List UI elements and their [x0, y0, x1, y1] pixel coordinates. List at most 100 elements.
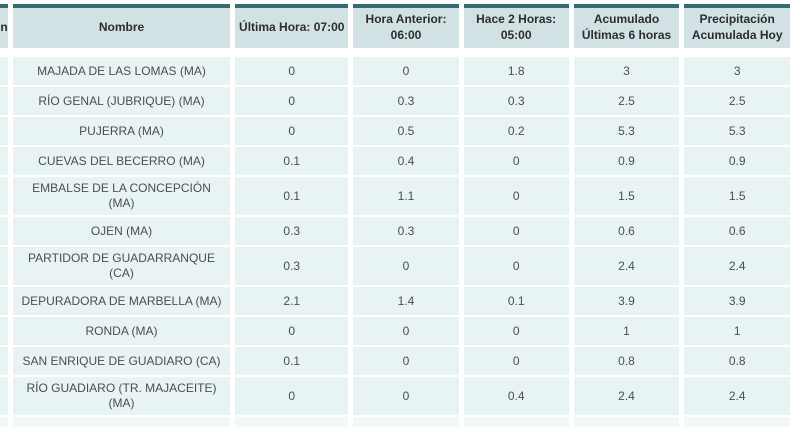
table-row: PUJERRA (MA) 0 0.5 0.2 5.3 5.3: [0, 117, 790, 145]
header-cell-hora-anterior: Hora Anterior: 06:00: [353, 4, 459, 48]
value-cell-hora-anterior: 0.3: [353, 87, 459, 115]
station-code-cell-clipped: [0, 177, 8, 215]
partial-cell: [0, 417, 8, 427]
value-cell-acumulado-6h: 3.9: [573, 287, 680, 315]
value-cell-acumulado-6h: 5.3: [573, 117, 680, 145]
value-cell-hace-2-horas: 0: [463, 147, 569, 175]
header-cell-nombre: Nombre: [12, 4, 231, 48]
value-cell-acumulada-hoy: 3.9: [684, 287, 790, 315]
header-cell-acumulado-6h: Acumulado Últimas 6 horas: [573, 4, 680, 48]
value-cell-acumulada-hoy: 5.3: [684, 117, 790, 145]
station-name-cell: CUEVAS DEL BECERRO (MA): [12, 147, 231, 175]
station-code-cell-clipped: [0, 317, 8, 345]
value-cell-hora-anterior: 1.1: [353, 177, 459, 215]
table-row: PARTIDOR DE GUADARRANQUE (CA) 0.3 0 0 2.…: [0, 247, 790, 285]
station-code-cell-clipped: [0, 147, 8, 175]
partial-cell: [353, 417, 459, 427]
value-cell-hora-anterior: 0: [353, 347, 459, 375]
station-name-cell: SAN ENRIQUE DE GUADIARO (CA): [12, 347, 231, 375]
value-cell-ultima-hora: 0: [235, 57, 349, 85]
header-label: Nombre: [98, 20, 145, 35]
value-cell-acumulado-6h: 0.6: [573, 217, 680, 245]
value-cell-acumulada-hoy: 0.8: [684, 347, 790, 375]
value-cell-hace-2-horas: 0: [463, 317, 569, 345]
table-row: OJEN (MA) 0.3 0.3 0 0.6 0.6: [0, 217, 790, 245]
table-row: DEPURADORA DE MARBELLA (MA) 2.1 1.4 0.1 …: [0, 287, 790, 315]
header-label-line2: Últimas 6 horas: [581, 28, 672, 42]
header-label: Hace 2 Horas:: [476, 12, 557, 27]
value-cell-ultima-hora: 0.1: [235, 347, 349, 375]
partial-cell: [235, 417, 349, 427]
value-cell-acumulada-hoy: 1: [684, 317, 790, 345]
value-cell-ultima-hora: 2.1: [235, 287, 349, 315]
table-row: RÍO GENAL (JUBRIQUE) (MA) 0 0.3 0.3 2.5 …: [0, 87, 790, 115]
value-cell-hace-2-horas: 0.2: [463, 117, 569, 145]
value-cell-acumulada-hoy: 0.6: [684, 217, 790, 245]
value-cell-acumulado-6h: 3: [573, 57, 680, 85]
header-body-spacer: [0, 50, 790, 55]
value-cell-hace-2-horas: 0: [463, 347, 569, 375]
header-label: Precipitación: [699, 12, 775, 27]
table-row: RÍO GUADIARO (TR. MAJACEITE) (MA) 0 0 0.…: [0, 377, 790, 415]
value-cell-hace-2-horas: 0: [463, 217, 569, 245]
partial-cell: [463, 417, 569, 427]
value-cell-acumulada-hoy: 2.4: [684, 377, 790, 415]
station-code-cell-clipped: [0, 217, 8, 245]
station-name-cell: RÍO GENAL (JUBRIQUE) (MA): [12, 87, 231, 115]
header-label-line2: Acumulada Hoy: [691, 28, 783, 42]
value-cell-hace-2-horas: 0.1: [463, 287, 569, 315]
value-cell-acumulado-6h: 1: [573, 317, 680, 345]
header-label-line2: 05:00: [500, 28, 532, 42]
station-code-cell-clipped: [0, 247, 8, 285]
header-cell-precipitacion-hoy: Precipitación Acumulada Hoy: [684, 4, 790, 48]
station-code-cell-clipped: [0, 87, 8, 115]
table-row: MAJADA DE LAS LOMAS (MA) 0 0 1.8 3 3: [0, 57, 790, 85]
header-label: Hora Anterior:: [365, 12, 447, 27]
value-cell-acumulada-hoy: 1.5: [684, 177, 790, 215]
value-cell-hace-2-horas: 1.8: [463, 57, 569, 85]
table-row: CUEVAS DEL BECERRO (MA) 0.1 0.4 0 0.9 0.…: [0, 147, 790, 175]
value-cell-acumulado-6h: 2.5: [573, 87, 680, 115]
partial-next-row-clipped: [0, 417, 790, 427]
value-cell-hace-2-horas: 0.3: [463, 87, 569, 115]
value-cell-hora-anterior: 0: [353, 247, 459, 285]
station-code-cell-clipped: [0, 57, 8, 85]
value-cell-ultima-hora: 0: [235, 87, 349, 115]
value-cell-acumulada-hoy: 2.5: [684, 87, 790, 115]
value-cell-hora-anterior: 0.3: [353, 217, 459, 245]
value-cell-ultima-hora: 0.1: [235, 177, 349, 215]
value-cell-ultima-hora: 0: [235, 317, 349, 345]
spacer-cell: [0, 50, 790, 55]
value-cell-hace-2-horas: 0: [463, 177, 569, 215]
station-code-cell-clipped: [0, 347, 8, 375]
station-name-cell: EMBALSE DE LA CONCEPCIÓN (MA): [12, 177, 231, 215]
station-name-cell: RONDA (MA): [12, 317, 231, 345]
value-cell-hora-anterior: 0.4: [353, 147, 459, 175]
value-cell-hora-anterior: 0.5: [353, 117, 459, 145]
partial-cell: [684, 417, 790, 427]
value-cell-hora-anterior: 1.4: [353, 287, 459, 315]
value-cell-ultima-hora: 0.3: [235, 247, 349, 285]
header-cell-ultima-hora: Última Hora: 07:00: [235, 4, 349, 48]
header-label: Última Hora: 07:00: [239, 20, 345, 35]
table-row: EMBALSE DE LA CONCEPCIÓN (MA) 0.1 1.1 0 …: [0, 177, 790, 215]
value-cell-hora-anterior: 0: [353, 377, 459, 415]
header-cell-station-clipped: n: [0, 4, 8, 48]
value-cell-ultima-hora: 0: [235, 377, 349, 415]
header-label-line2: 06:00: [390, 28, 422, 42]
value-cell-ultima-hora: 0.3: [235, 217, 349, 245]
value-cell-hace-2-horas: 0: [463, 247, 569, 285]
value-cell-hora-anterior: 0: [353, 57, 459, 85]
value-cell-acumulado-6h: 1.5: [573, 177, 680, 215]
header-row: n Nombre Última Hora: 07:00 Hora Anterio…: [0, 4, 790, 48]
value-cell-acumulado-6h: 0.8: [573, 347, 680, 375]
station-name-cell: PARTIDOR DE GUADARRANQUE (CA): [12, 247, 231, 285]
value-cell-acumulado-6h: 2.4: [573, 377, 680, 415]
table-body: MAJADA DE LAS LOMAS (MA) 0 0 1.8 3 3 RÍO…: [0, 50, 790, 427]
partial-cell: [573, 417, 680, 427]
table-header: n Nombre Última Hora: 07:00 Hora Anterio…: [0, 4, 790, 48]
value-cell-acumulado-6h: 0.9: [573, 147, 680, 175]
value-cell-acumulada-hoy: 3: [684, 57, 790, 85]
station-name-cell: DEPURADORA DE MARBELLA (MA): [12, 287, 231, 315]
